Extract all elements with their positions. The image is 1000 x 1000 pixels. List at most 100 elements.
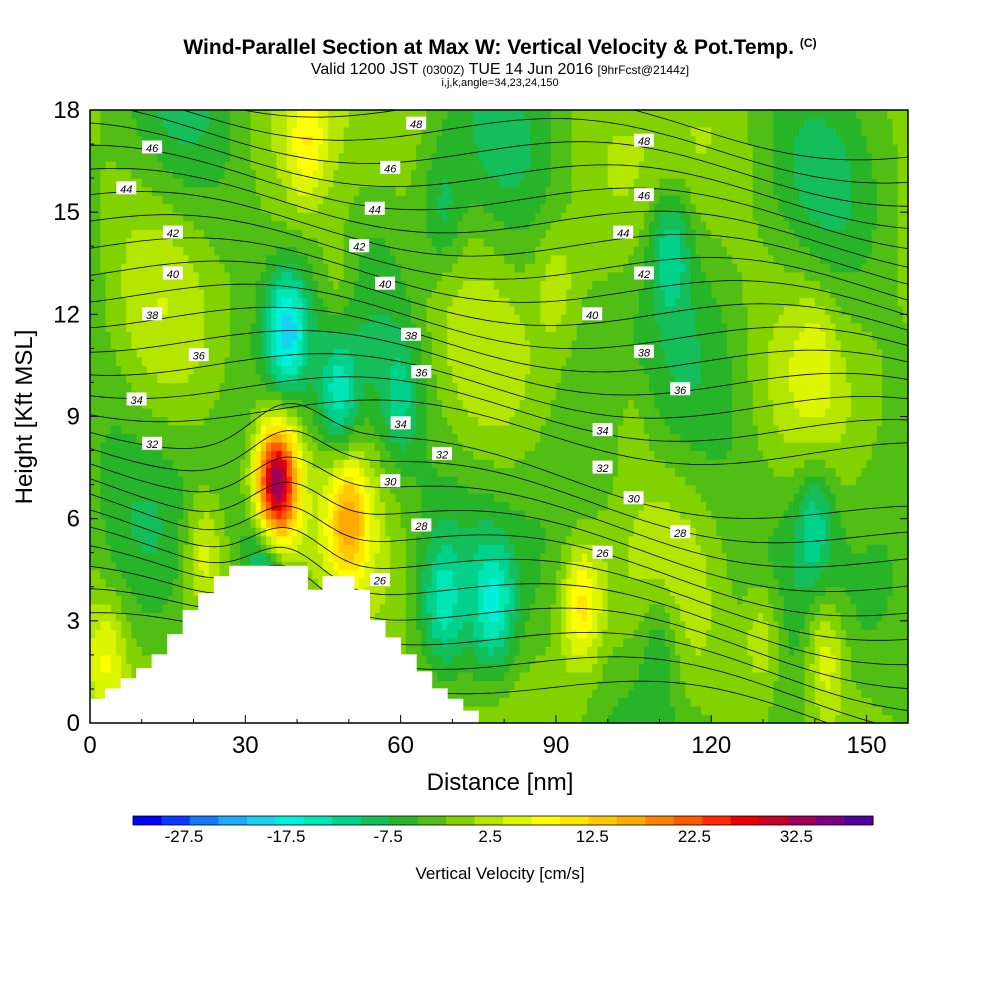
field-cell <box>136 271 143 281</box>
field-cell <box>400 561 407 571</box>
field-cell <box>157 425 164 435</box>
field-cell <box>385 186 391 196</box>
field-cell <box>442 527 448 537</box>
field-cell <box>400 127 407 137</box>
field-cell <box>297 220 303 230</box>
field-cell <box>379 263 386 273</box>
field-cell <box>209 254 215 264</box>
field-cell <box>250 322 257 332</box>
field-cell <box>157 586 164 596</box>
field-cell <box>245 373 252 383</box>
field-cell <box>323 348 329 358</box>
field-cell <box>95 442 101 452</box>
field-cell <box>317 459 324 469</box>
field-cell <box>385 135 391 145</box>
field-cell <box>328 535 334 545</box>
field-cell <box>172 331 179 341</box>
field-cell <box>224 237 231 247</box>
field-cell <box>136 118 143 128</box>
field-cell <box>255 118 262 128</box>
field-cell <box>255 195 262 205</box>
field-cell <box>312 425 319 435</box>
field-cell <box>312 152 319 162</box>
field-cell <box>364 220 371 230</box>
field-cell <box>436 229 443 239</box>
field-cell <box>323 254 329 264</box>
field-cell <box>271 118 277 128</box>
field-cell <box>235 442 241 452</box>
field-cell <box>136 229 143 239</box>
field-cell <box>100 450 107 460</box>
field-cell <box>178 297 184 307</box>
field-cell <box>219 186 226 196</box>
field-cell <box>105 450 112 460</box>
field-cell <box>400 620 407 630</box>
field-cell <box>167 220 174 230</box>
field-cell <box>240 305 246 315</box>
field-cell <box>152 152 158 162</box>
field-cell <box>348 476 355 486</box>
field-cell <box>348 552 355 562</box>
field-cell <box>312 578 319 588</box>
field-cell <box>312 220 319 230</box>
field-cell <box>421 663 428 673</box>
field-cell <box>183 569 189 579</box>
field-cell <box>405 527 412 537</box>
field-cell <box>141 280 148 290</box>
field-cell <box>219 212 226 222</box>
field-cell <box>281 382 288 392</box>
field-cell <box>271 203 277 213</box>
field-cell <box>369 356 376 366</box>
field-cell <box>131 425 138 435</box>
field-cell <box>100 161 107 171</box>
field-cell <box>95 671 101 681</box>
field-cell <box>115 646 122 656</box>
field-cell <box>260 391 267 401</box>
field-cell <box>167 603 174 613</box>
field-cell <box>436 195 443 205</box>
field-cell <box>297 484 303 494</box>
field-cell <box>317 561 324 571</box>
field-cell <box>105 459 112 469</box>
field-cell <box>442 195 448 205</box>
field-cell <box>385 348 391 358</box>
field-cell <box>255 416 262 426</box>
field-cell <box>266 356 272 366</box>
field-cell <box>157 637 164 647</box>
field-cell <box>385 629 391 639</box>
field-cell <box>178 373 184 383</box>
field-cell <box>374 339 381 349</box>
field-cell <box>203 135 210 145</box>
field-cell <box>105 442 112 452</box>
field-cell <box>209 391 215 401</box>
field-cell <box>131 552 138 562</box>
field-cell <box>369 195 376 205</box>
field-cell <box>276 416 283 426</box>
field-cell <box>229 416 236 426</box>
field-cell <box>297 246 303 256</box>
field-cell <box>405 212 412 222</box>
field-cell <box>328 518 334 528</box>
field-cell <box>250 152 257 162</box>
field-cell <box>281 110 288 120</box>
field-cell <box>121 246 127 256</box>
field-cell <box>271 408 277 418</box>
field-cell <box>203 237 210 247</box>
field-cell <box>203 339 210 349</box>
field-cell <box>167 527 174 537</box>
field-cell <box>436 408 443 418</box>
field-cell <box>323 110 329 120</box>
field-cell <box>178 195 184 205</box>
field-cell <box>146 501 153 511</box>
field-cell <box>146 569 153 579</box>
field-cell <box>312 118 319 128</box>
field-cell <box>385 399 391 409</box>
field-cell <box>364 186 371 196</box>
field-cell <box>286 135 293 145</box>
field-cell <box>323 382 329 392</box>
field-cell <box>271 510 277 520</box>
field-cell <box>219 442 226 452</box>
field-cell <box>105 169 112 179</box>
field-cell <box>348 288 355 298</box>
field-cell <box>291 246 298 256</box>
